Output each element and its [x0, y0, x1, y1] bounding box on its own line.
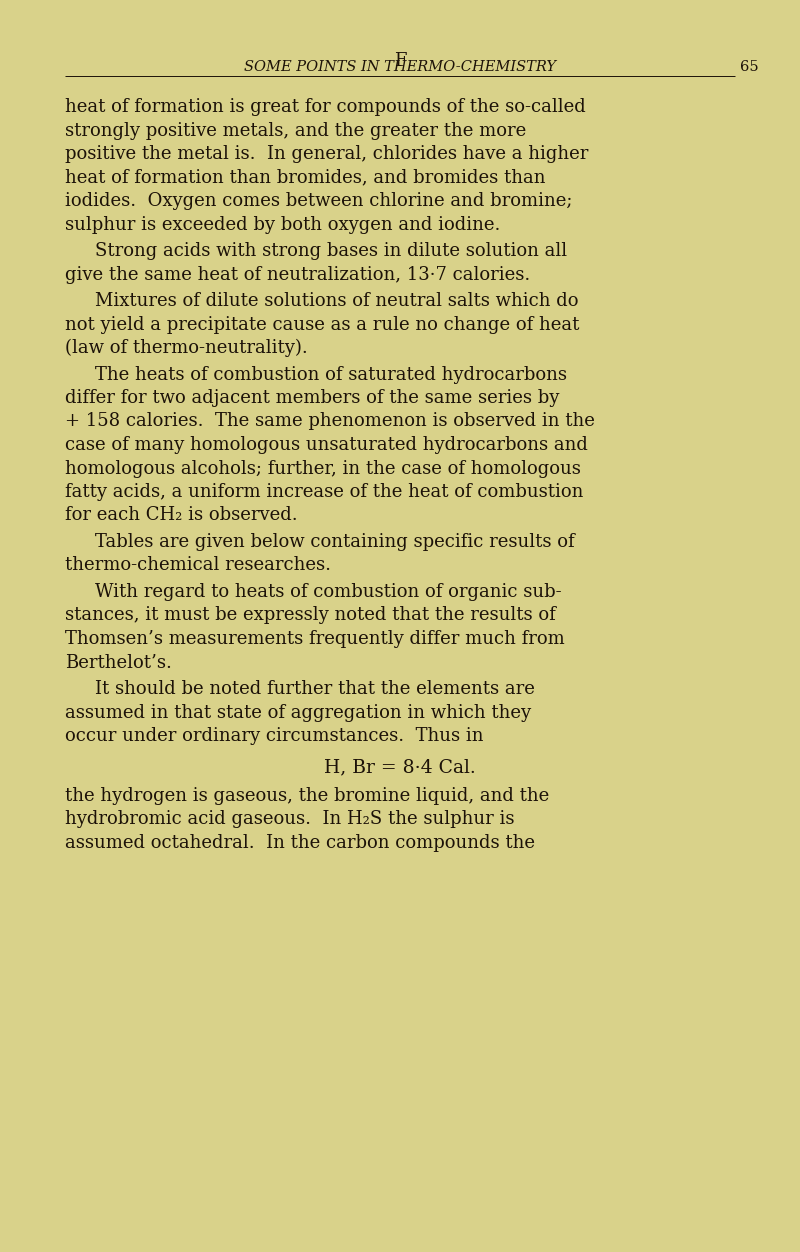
Text: assumed in that state of aggregation in which they: assumed in that state of aggregation in … — [65, 704, 531, 721]
Text: the hydrogen is gaseous, the bromine liquid, and the: the hydrogen is gaseous, the bromine liq… — [65, 788, 550, 805]
Text: strongly positive metals, and the greater the more: strongly positive metals, and the greate… — [65, 121, 526, 139]
Text: The heats of combustion of saturated hydrocarbons: The heats of combustion of saturated hyd… — [95, 366, 567, 383]
Text: fatty acids, a uniform increase of the heat of combustion: fatty acids, a uniform increase of the h… — [65, 483, 583, 501]
Text: Thomsen’s measurements frequently differ much from: Thomsen’s measurements frequently differ… — [65, 630, 565, 649]
Text: Berthelot’s.: Berthelot’s. — [65, 654, 172, 671]
Text: Tables are given below containing specific results of: Tables are given below containing specif… — [95, 533, 574, 551]
Text: heat of formation than bromides, and bromides than: heat of formation than bromides, and bro… — [65, 169, 546, 187]
Text: Strong acids with strong bases in dilute solution all: Strong acids with strong bases in dilute… — [95, 242, 567, 260]
Text: give the same heat of neutralization, 13·7 calories.: give the same heat of neutralization, 13… — [65, 265, 530, 283]
Text: positive the metal is.  In general, chlorides have a higher: positive the metal is. In general, chlor… — [65, 145, 588, 163]
Text: homologous alcohols; further, in the case of homologous: homologous alcohols; further, in the cas… — [65, 459, 581, 477]
Text: F: F — [394, 53, 406, 70]
Text: case of many homologous unsaturated hydrocarbons and: case of many homologous unsaturated hydr… — [65, 436, 588, 454]
Text: stances, it must be expressly noted that the results of: stances, it must be expressly noted that… — [65, 606, 556, 625]
Text: Mixtures of dilute solutions of neutral salts which do: Mixtures of dilute solutions of neutral … — [95, 292, 578, 310]
Text: iodides.  Oxygen comes between chlorine and bromine;: iodides. Oxygen comes between chlorine a… — [65, 192, 573, 210]
Text: occur under ordinary circumstances.  Thus in: occur under ordinary circumstances. Thus… — [65, 727, 483, 745]
Text: thermo-chemical researches.: thermo-chemical researches. — [65, 556, 331, 575]
Text: differ for two adjacent members of the same series by: differ for two adjacent members of the s… — [65, 389, 559, 407]
Text: for each CH₂ is observed.: for each CH₂ is observed. — [65, 507, 298, 525]
Text: sulphur is exceeded by both oxygen and iodine.: sulphur is exceeded by both oxygen and i… — [65, 215, 500, 234]
Text: H, Br = 8·4 Cal.: H, Br = 8·4 Cal. — [324, 759, 476, 776]
Text: + 158 calories.  The same phenomenon is observed in the: + 158 calories. The same phenomenon is o… — [65, 412, 595, 431]
Text: With regard to heats of combustion of organic sub-: With regard to heats of combustion of or… — [95, 583, 562, 601]
Text: hydrobromic acid gaseous.  In H₂S the sulphur is: hydrobromic acid gaseous. In H₂S the sul… — [65, 810, 514, 829]
Text: SOME POINTS IN THERMO-CHEMISTRY: SOME POINTS IN THERMO-CHEMISTRY — [244, 60, 556, 74]
Text: assumed octahedral.  In the carbon compounds the: assumed octahedral. In the carbon compou… — [65, 834, 535, 853]
Text: not yield a precipitate cause as a rule no change of heat: not yield a precipitate cause as a rule … — [65, 316, 579, 333]
Text: It should be noted further that the elements are: It should be noted further that the elem… — [95, 680, 535, 699]
Text: 65: 65 — [740, 60, 758, 74]
Text: (law of thermo-neutrality).: (law of thermo-neutrality). — [65, 339, 308, 357]
Text: heat of formation is great for compounds of the so-called: heat of formation is great for compounds… — [65, 98, 586, 116]
